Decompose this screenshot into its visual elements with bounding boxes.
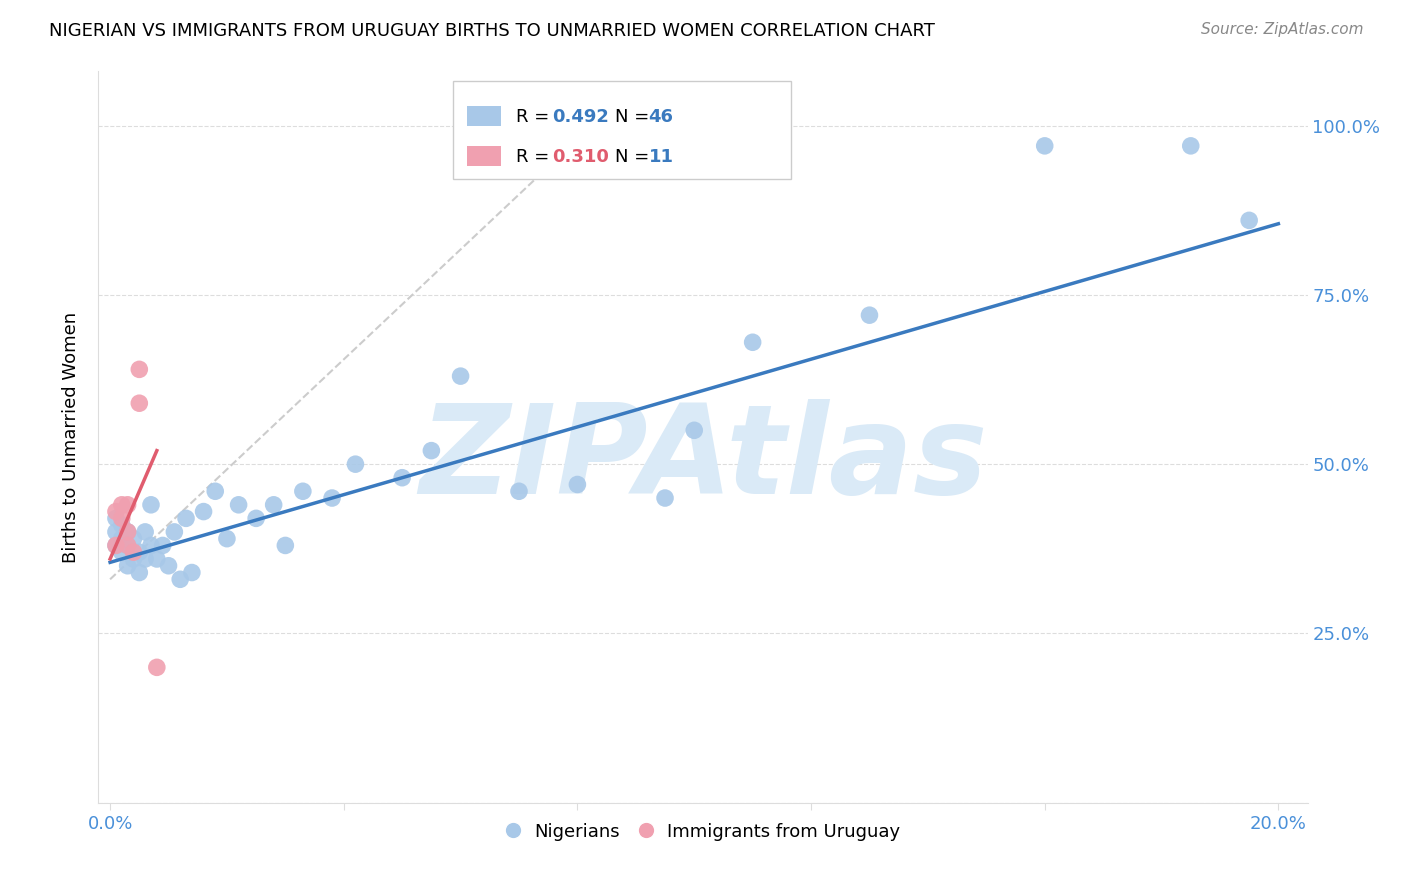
- Point: [104, 511, 127, 525]
- Point: [104, 538, 127, 552]
- FancyBboxPatch shape: [467, 146, 501, 167]
- Point: [111, 518, 134, 533]
- Point: [139, 538, 162, 552]
- Text: R =: R =: [516, 148, 554, 166]
- Point: [111, 545, 134, 559]
- Point: [117, 524, 139, 539]
- Point: [163, 524, 186, 539]
- Point: [204, 484, 226, 499]
- Point: [111, 532, 134, 546]
- FancyBboxPatch shape: [467, 106, 501, 127]
- Point: [117, 558, 139, 573]
- Point: [128, 566, 150, 580]
- Point: [321, 491, 343, 505]
- Point: [508, 484, 530, 499]
- Point: [104, 538, 127, 552]
- Text: 11: 11: [648, 148, 673, 166]
- Point: [146, 660, 169, 674]
- Text: 0.310: 0.310: [551, 148, 609, 166]
- Text: 0.492: 0.492: [551, 108, 609, 126]
- Point: [420, 443, 443, 458]
- Point: [291, 484, 314, 499]
- Point: [683, 423, 706, 437]
- Legend: Nigerians, Immigrants from Uruguay: Nigerians, Immigrants from Uruguay: [499, 816, 907, 848]
- Point: [567, 477, 589, 491]
- Point: [274, 538, 297, 552]
- Point: [152, 538, 174, 552]
- Point: [122, 545, 145, 559]
- Point: [111, 498, 134, 512]
- Point: [193, 505, 215, 519]
- Point: [122, 552, 145, 566]
- Point: [122, 532, 145, 546]
- Point: [1033, 139, 1056, 153]
- Text: 46: 46: [648, 108, 673, 126]
- Point: [139, 498, 162, 512]
- Point: [391, 471, 413, 485]
- Y-axis label: Births to Unmarried Women: Births to Unmarried Women: [62, 311, 80, 563]
- Point: [1180, 139, 1202, 153]
- Point: [117, 538, 139, 552]
- Point: [117, 524, 139, 539]
- Point: [858, 308, 880, 322]
- Point: [215, 532, 238, 546]
- Point: [117, 498, 139, 512]
- Point: [654, 491, 676, 505]
- Text: N =: N =: [614, 108, 655, 126]
- Text: Source: ZipAtlas.com: Source: ZipAtlas.com: [1201, 22, 1364, 37]
- Point: [104, 524, 127, 539]
- FancyBboxPatch shape: [453, 81, 792, 179]
- Point: [344, 457, 367, 471]
- Point: [146, 552, 169, 566]
- Point: [128, 362, 150, 376]
- Point: [128, 396, 150, 410]
- Point: [228, 498, 250, 512]
- Point: [180, 566, 202, 580]
- Point: [1237, 213, 1260, 227]
- Point: [104, 505, 127, 519]
- Point: [263, 498, 285, 512]
- Text: N =: N =: [614, 148, 655, 166]
- Point: [111, 511, 134, 525]
- Text: R =: R =: [516, 108, 554, 126]
- Point: [117, 538, 139, 552]
- Point: [450, 369, 472, 384]
- Point: [157, 558, 180, 573]
- Point: [134, 552, 156, 566]
- Point: [741, 335, 763, 350]
- Text: NIGERIAN VS IMMIGRANTS FROM URUGUAY BIRTHS TO UNMARRIED WOMEN CORRELATION CHART: NIGERIAN VS IMMIGRANTS FROM URUGUAY BIRT…: [49, 22, 935, 40]
- Point: [169, 572, 191, 586]
- Text: ZIPAtlas: ZIPAtlas: [419, 399, 987, 519]
- Point: [174, 511, 197, 525]
- Point: [128, 545, 150, 559]
- Point: [245, 511, 267, 525]
- Point: [134, 524, 156, 539]
